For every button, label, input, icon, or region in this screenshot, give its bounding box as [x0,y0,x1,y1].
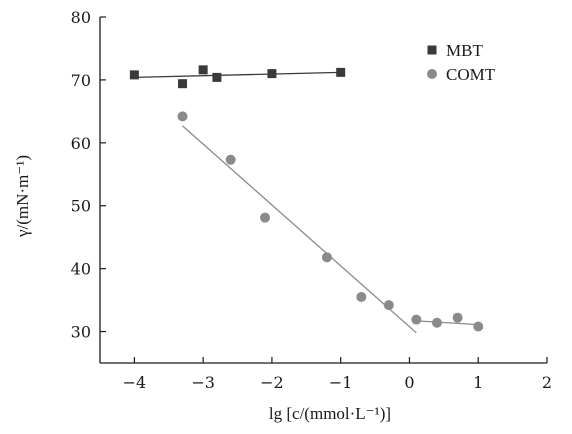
fit-line-comt [416,320,479,326]
fit-line-mbt [134,71,341,79]
y-tick-label: 40 [71,260,91,279]
point-comt [383,300,394,311]
axes [99,16,548,364]
y-axis-title: γ/(mN·m⁻¹) [13,155,32,238]
point-comt [177,111,188,122]
point-comt [431,317,442,328]
x-axis-title: lg [c/(mmol·L⁻¹)] [269,404,391,423]
legend-marker-mbt [427,45,437,55]
x-tick-label: 1 [473,373,483,392]
legend-label-comt: COMT [446,65,496,84]
legend-marker-comt [427,69,437,79]
y-tick-label: 30 [71,323,91,342]
point-mbt [178,79,188,89]
y-tick-label: 60 [71,134,91,153]
x-tick-label: 2 [542,373,552,392]
legend-label-mbt: MBT [446,41,483,60]
point-comt [260,212,271,223]
x-tick-label: −2 [260,373,284,392]
point-mbt [336,67,346,77]
x-tick-label: −3 [191,373,215,392]
x-tick-label: −1 [329,373,353,392]
y-tick-label: 80 [71,8,91,27]
y-tick-label: 50 [71,197,91,216]
point-comt [411,314,422,325]
x-tick-label: 0 [404,373,414,392]
y-tick-label: 70 [71,71,91,90]
point-mbt [129,70,139,80]
fit-line-comt [182,125,417,334]
point-comt [356,291,367,302]
point-comt [321,252,332,263]
tick-labels: −4 −3 −2 −1 0 1 2 30 40 50 60 70 80 [71,8,552,392]
point-mbt [198,65,208,75]
point-comt [473,321,484,332]
legend: MBT COMT [427,41,496,84]
x-tick-label: −4 [123,373,147,392]
point-comt [452,312,463,323]
point-mbt [267,69,277,79]
fit-lines [134,71,479,334]
point-mbt [212,72,222,82]
data-markers [129,65,484,332]
point-comt [225,154,236,165]
